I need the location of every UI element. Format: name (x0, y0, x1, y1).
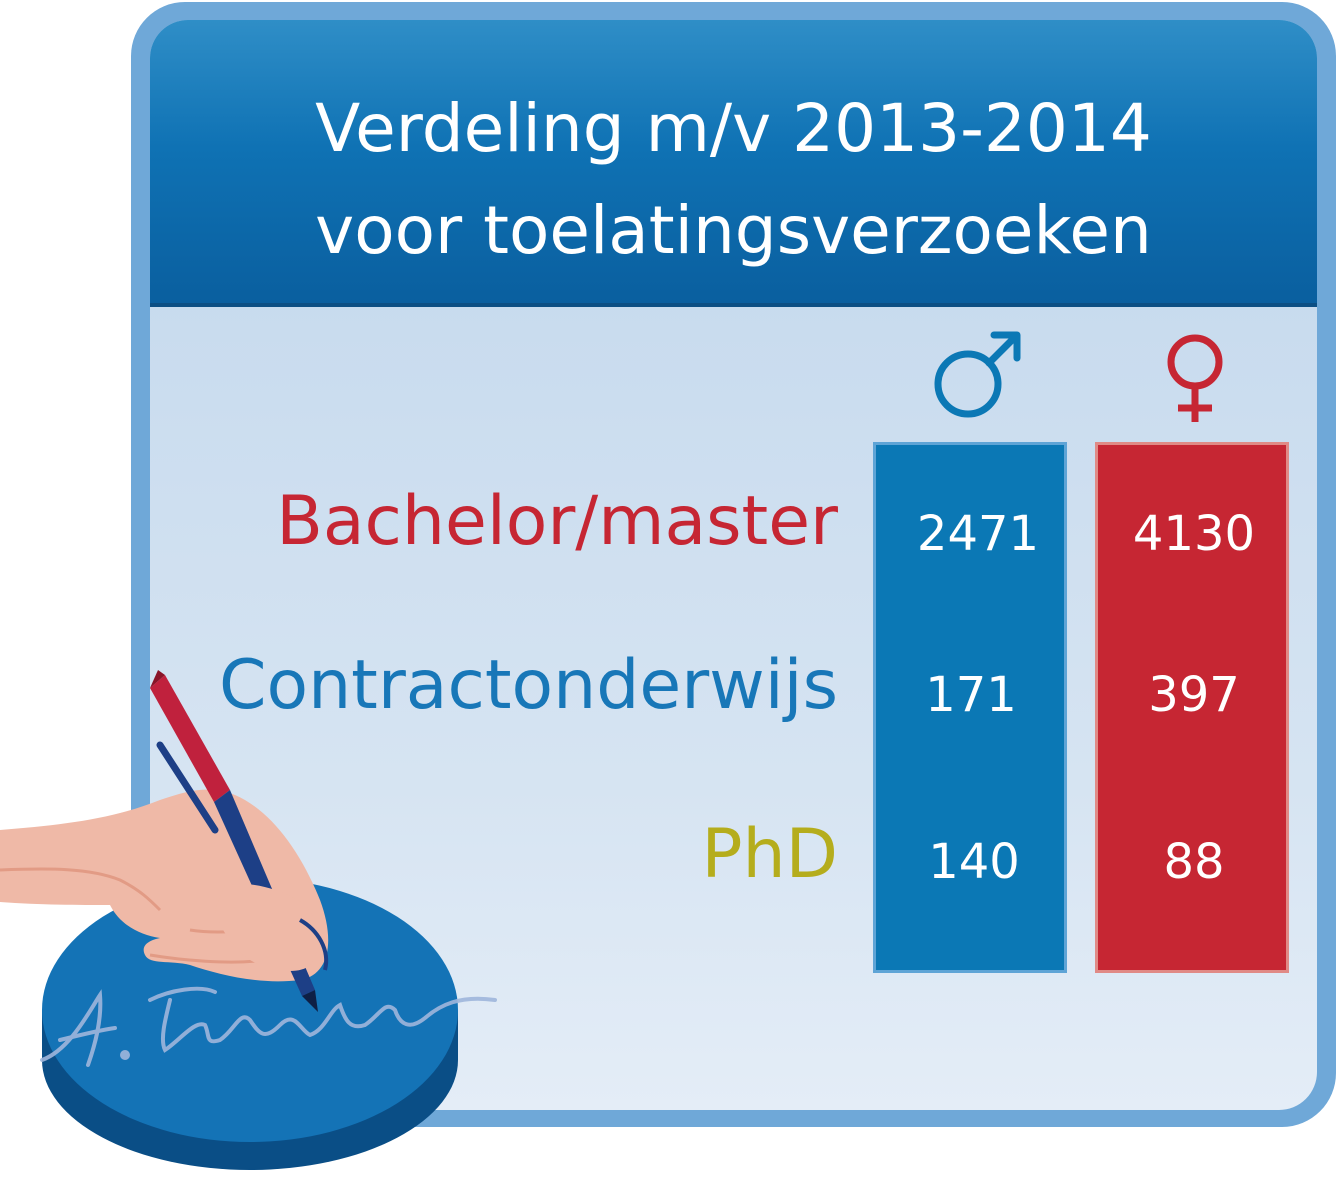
row-label-bachelor-master: Bachelor/master (276, 482, 838, 561)
value-bachelor-master-female: 4130 (1132, 506, 1256, 562)
signature-icon (40, 986, 497, 1067)
title-banner (150, 20, 1317, 307)
value-contractonderwijs-female: 397 (1148, 667, 1240, 723)
male-symbol-icon (934, 331, 1021, 418)
value-phd-male: 140 (928, 834, 1020, 890)
hand-signing-with-pen-icon (0, 670, 497, 1170)
male-column (873, 442, 1067, 973)
row-label-contractonderwijs: Contractonderwijs (218, 646, 838, 725)
title-line-1: Verdeling m/v 2013-2014 (315, 90, 1152, 167)
value-contractonderwijs-male: 171 (925, 667, 1017, 723)
title-line-2: voor toelatingsverzoeken (315, 192, 1152, 269)
page-title: Verdeling m/v 2013-2014 voor toelatingsv… (150, 78, 1317, 282)
value-phd-female: 88 (1163, 834, 1225, 890)
row-label-phd: PhD (701, 815, 838, 894)
female-column (1095, 442, 1289, 973)
female-symbol-icon (1167, 334, 1223, 422)
value-bachelor-master-male: 2471 (916, 506, 1040, 562)
